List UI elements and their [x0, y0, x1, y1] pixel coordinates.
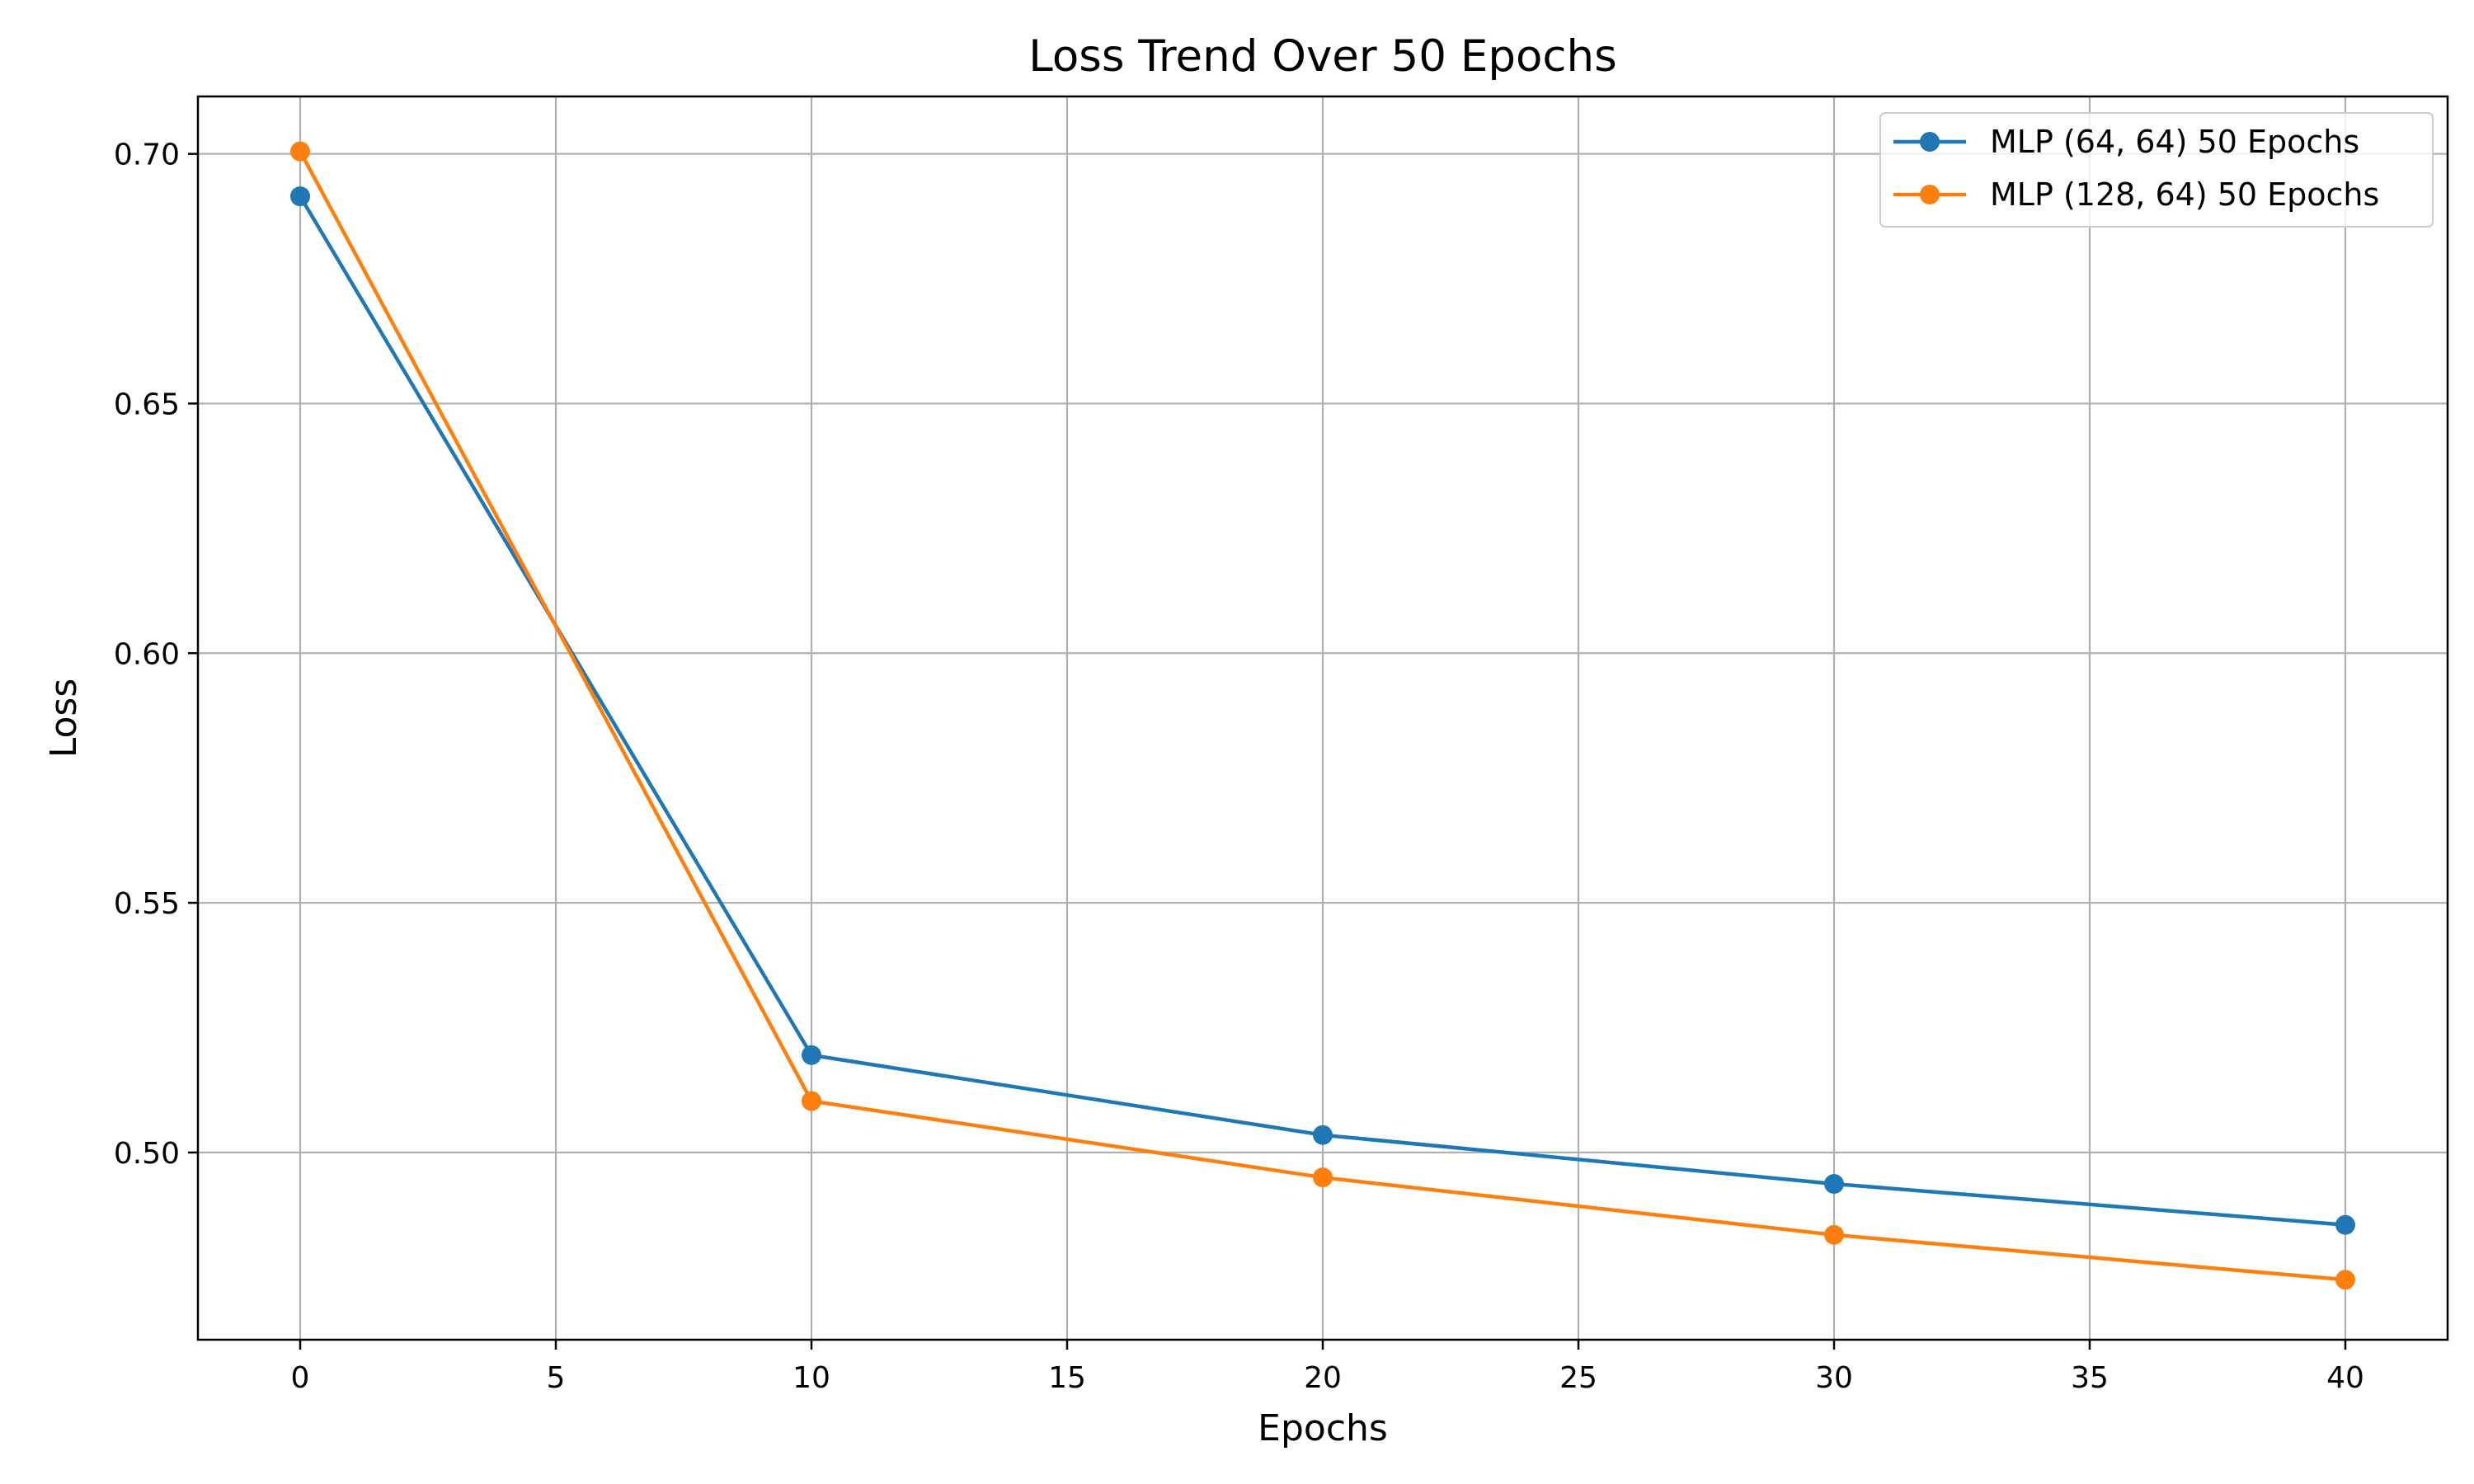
legend-marker-mlp-64-64 [1920, 132, 1940, 152]
legend-label-mlp-128-64: MLP (128, 64) 50 Epochs [1990, 176, 2379, 213]
x-tick-label: 15 [1048, 1361, 1086, 1395]
x-tick-label: 0 [291, 1361, 310, 1395]
data-point-series-0 [1313, 1125, 1333, 1145]
grid-layer [198, 96, 2448, 1340]
y-tick-label: 0.50 [114, 1137, 180, 1171]
data-point-series-1 [1824, 1224, 1844, 1245]
legend-marker-mlp-128-64 [1920, 185, 1940, 204]
series-layer [290, 141, 2355, 1290]
legend: MLP (64, 64) 50 Epochs MLP (128, 64) 50 … [1879, 112, 2434, 228]
y-tick-label: 0.55 [114, 887, 180, 921]
legend-box [1879, 112, 2434, 228]
x-tick-label: 5 [547, 1361, 566, 1395]
x-tick-label: 40 [2326, 1361, 2364, 1395]
chart-title: Loss Trend Over 50 Epochs [1028, 31, 1617, 82]
data-point-series-0 [2335, 1214, 2355, 1235]
y-tick-label: 0.60 [114, 637, 180, 671]
data-point-series-1 [1313, 1167, 1333, 1188]
tick-layer: 0 5 10 15 20 25 30 35 40 0.50 0.55 0.60 0.65 0.70 [114, 139, 2364, 1395]
x-tick-label: 25 [1559, 1361, 1597, 1395]
x-tick-label: 30 [1815, 1361, 1853, 1395]
y-tick-label: 0.65 [114, 387, 180, 421]
x-tick-label: 20 [1304, 1361, 1342, 1395]
x-tick-label: 35 [2071, 1361, 2109, 1395]
data-point-series-1 [290, 141, 310, 162]
x-tick-label: 10 [793, 1361, 830, 1395]
data-point-series-1 [802, 1091, 821, 1111]
data-point-series-1 [2335, 1270, 2355, 1290]
data-point-series-0 [1824, 1174, 1844, 1195]
x-axis-label: Epochs [1258, 1407, 1388, 1449]
data-point-series-0 [802, 1045, 821, 1065]
y-tick-label: 0.70 [114, 139, 180, 172]
legend-label-mlp-64-64: MLP (64, 64) 50 Epochs [1990, 124, 2359, 160]
data-point-series-0 [290, 186, 310, 207]
y-axis-label: Loss [43, 679, 85, 758]
